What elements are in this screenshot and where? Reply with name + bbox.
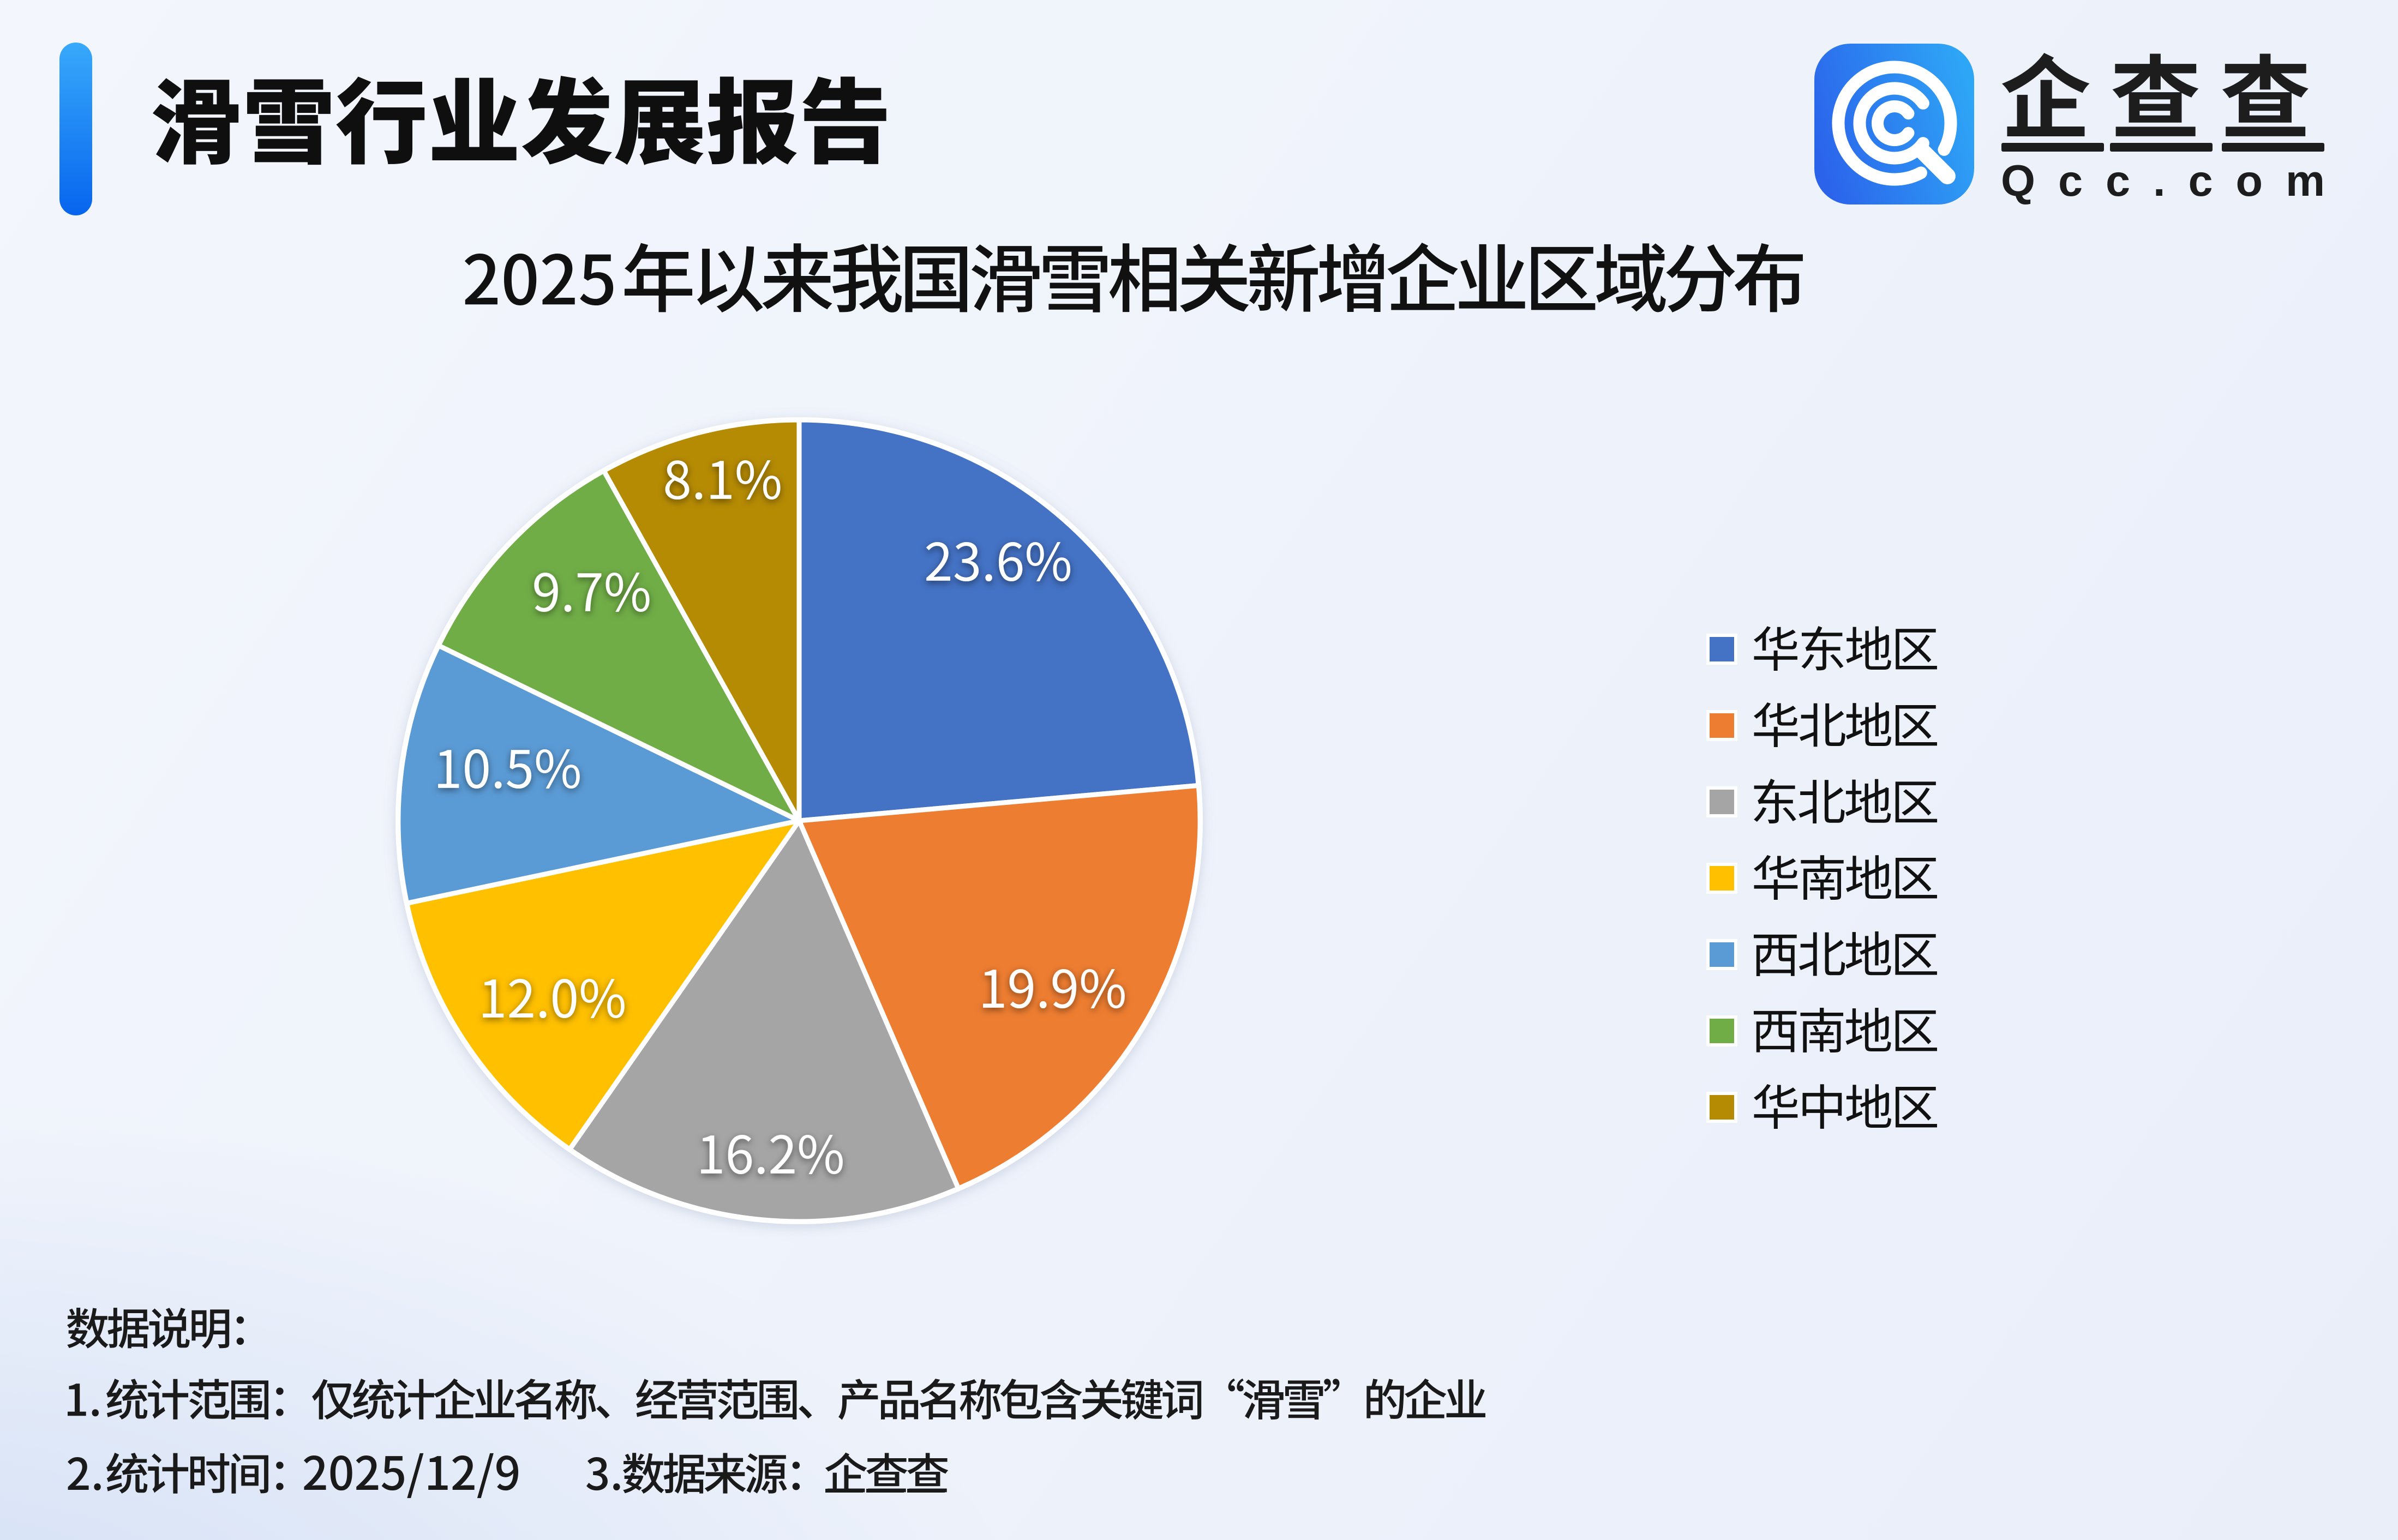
svg-text:Qcc.com: Qcc.com bbox=[2001, 157, 2325, 206]
